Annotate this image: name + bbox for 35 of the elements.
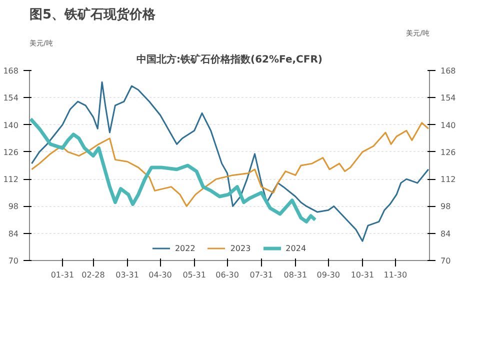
y-tick-label: 126 — [3, 148, 19, 157]
x-tick-label: 11-30 — [384, 270, 408, 280]
y2-tick-label: 112 — [440, 175, 456, 184]
legend-label: 2023 — [230, 244, 251, 252]
chart-title: 图5、铁矿石现货价格 — [30, 6, 157, 22]
y-tick-label: 168 — [3, 66, 19, 76]
y2-tick-label: 126 — [440, 148, 456, 157]
y-tick-label: 98 — [8, 202, 19, 212]
line-series — [30, 122, 430, 207]
line-series — [30, 117, 317, 224]
x-tick-label: 09-30 — [316, 270, 340, 280]
y-tick-label: 140 — [3, 120, 19, 130]
y-tick-label: 112 — [3, 175, 19, 184]
y-tick-label: 70 — [8, 256, 19, 266]
y-tick-label: 84 — [8, 229, 19, 238]
chart-subtitle: 中国北方:铁矿石价格指数(62%Fe,CFR) — [136, 54, 322, 66]
x-tick-label: 05-31 — [182, 270, 206, 280]
y2-tick-label: 98 — [440, 202, 451, 212]
x-tick-label: 03-31 — [116, 270, 139, 280]
x-tick-label: 08-31 — [284, 270, 308, 280]
x-tick-label: 02-28 — [82, 270, 105, 280]
legend-label: 2024 — [286, 244, 306, 252]
line-series — [30, 81, 430, 242]
y2-tick-label: 154 — [440, 94, 456, 103]
x-tick-label: 10-31 — [350, 270, 374, 280]
x-tick-label: 07-31 — [250, 270, 273, 280]
legend-label: 2022 — [174, 244, 196, 252]
y2-tick-label: 168 — [440, 66, 456, 76]
y2-tick-label: 84 — [440, 229, 451, 238]
y-tick-label: 154 — [3, 94, 19, 103]
y2-tick-label: 140 — [440, 120, 456, 130]
x-tick-label: 04-30 — [148, 270, 172, 280]
x-tick-label: 01-31 — [50, 270, 74, 280]
x-tick-label: 06-30 — [216, 270, 239, 280]
y2-tick-label: 70 — [440, 256, 451, 266]
